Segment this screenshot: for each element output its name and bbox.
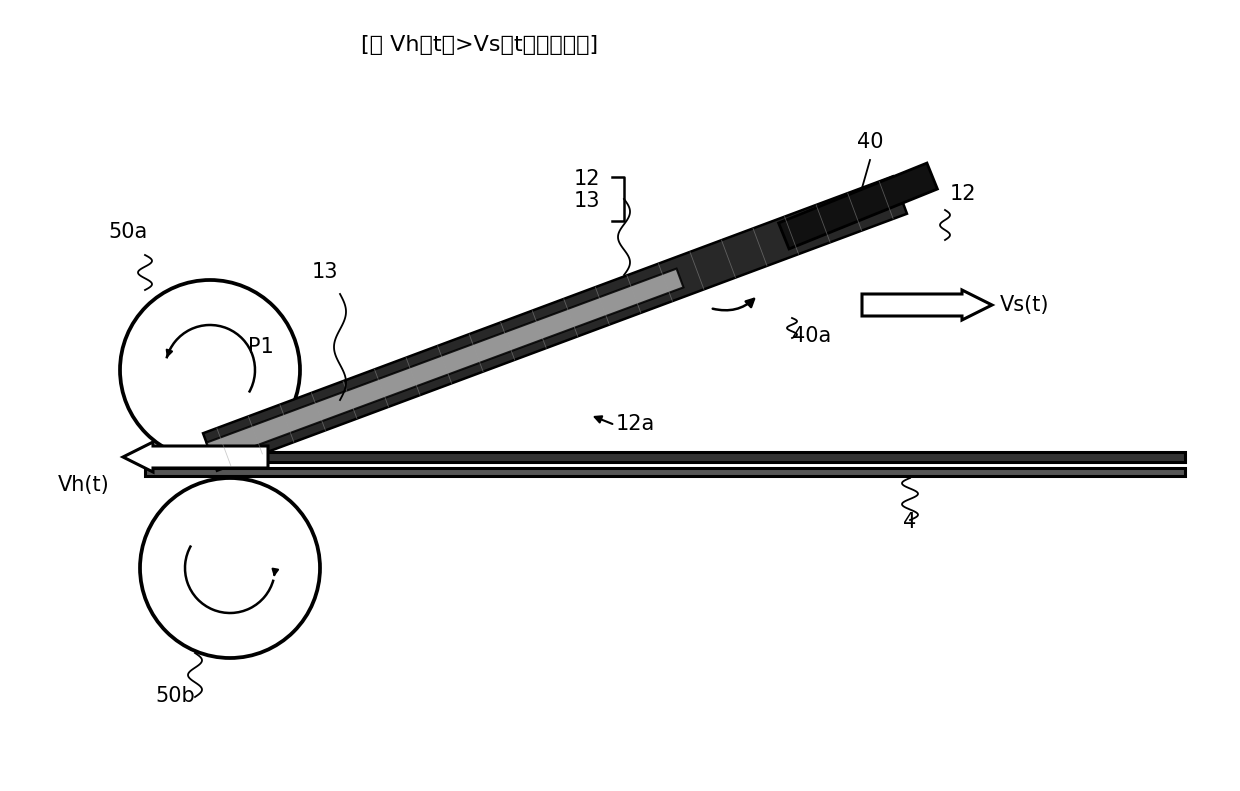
Text: P1: P1 [248, 337, 274, 357]
Text: 50b: 50b [155, 686, 195, 706]
Text: Vh(t): Vh(t) [58, 475, 110, 495]
Text: 12: 12 [573, 169, 600, 189]
Text: 12: 12 [950, 184, 976, 204]
FancyArrow shape [123, 442, 268, 472]
Text: 4: 4 [904, 512, 916, 532]
Text: 50a: 50a [108, 222, 148, 242]
Text: Vs(t): Vs(t) [999, 295, 1049, 315]
Text: [在 Vh（t）>Vs（t）的情况下]: [在 Vh（t）>Vs（t）的情况下] [361, 35, 599, 55]
Text: 13: 13 [311, 262, 339, 282]
Text: 12a: 12a [615, 414, 655, 434]
Text: 40: 40 [857, 132, 883, 152]
FancyArrow shape [862, 290, 992, 320]
Text: 13: 13 [573, 191, 600, 211]
Polygon shape [203, 176, 906, 471]
Polygon shape [207, 269, 683, 461]
Polygon shape [145, 468, 1185, 476]
Polygon shape [145, 452, 1185, 462]
Text: 40a: 40a [792, 326, 831, 346]
Polygon shape [779, 163, 937, 249]
